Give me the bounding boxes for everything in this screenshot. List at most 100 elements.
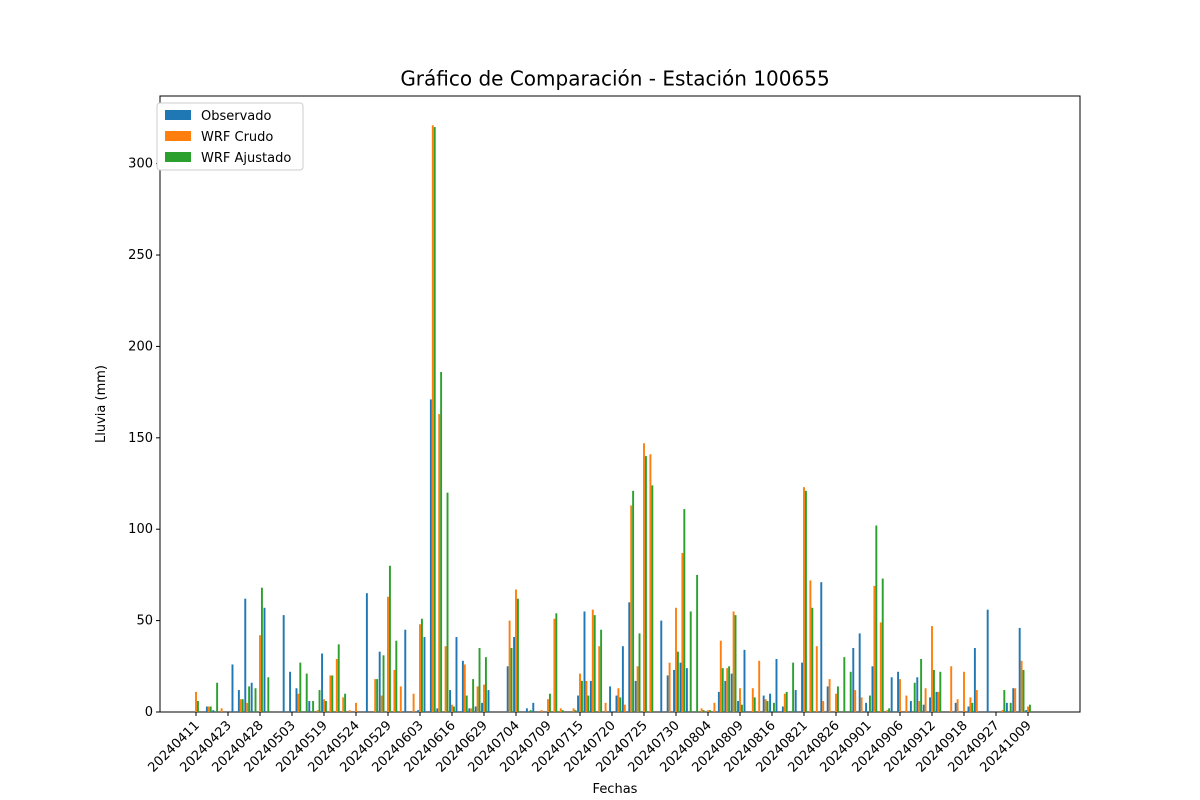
bar xyxy=(724,680,727,712)
bar xyxy=(417,710,420,712)
x-axis-label: Fechas xyxy=(593,782,638,797)
bar xyxy=(579,673,581,712)
bar xyxy=(316,710,319,712)
bar xyxy=(721,668,724,712)
bar xyxy=(937,691,940,712)
bar xyxy=(282,615,285,712)
bar xyxy=(758,660,761,712)
bar xyxy=(583,611,586,712)
bar xyxy=(393,669,396,712)
bar xyxy=(879,622,882,712)
bar xyxy=(600,629,603,712)
bar xyxy=(868,695,871,712)
bar xyxy=(452,706,455,712)
legend-label: WRF Crudo xyxy=(201,130,273,145)
bar xyxy=(478,648,481,712)
legend-label: Observado xyxy=(201,109,272,124)
bar xyxy=(815,646,818,712)
bar xyxy=(643,443,645,712)
bar xyxy=(388,565,391,712)
bar xyxy=(905,695,908,712)
bar xyxy=(871,666,874,712)
bar xyxy=(561,710,564,712)
bar xyxy=(803,487,805,712)
bar xyxy=(440,372,443,712)
bar xyxy=(585,680,588,712)
bar xyxy=(481,702,484,712)
bar xyxy=(913,682,916,712)
bar xyxy=(1028,704,1031,712)
bar xyxy=(196,701,199,712)
bar xyxy=(726,668,729,712)
bar xyxy=(676,651,679,712)
bar xyxy=(679,662,682,712)
bar xyxy=(451,704,453,712)
bar xyxy=(572,708,575,712)
bar xyxy=(515,589,517,712)
bar xyxy=(785,691,788,712)
bar xyxy=(630,505,633,712)
bar xyxy=(335,658,338,712)
bar xyxy=(843,657,846,712)
bar xyxy=(331,675,334,712)
bar xyxy=(295,688,298,712)
plot-frame xyxy=(159,95,1081,713)
bar xyxy=(929,697,932,712)
bar xyxy=(875,525,878,712)
bar xyxy=(801,662,804,712)
bar xyxy=(628,602,631,712)
y-axis-label: Lluvia (mm) xyxy=(94,365,109,443)
bar xyxy=(931,626,933,712)
bar xyxy=(399,686,402,712)
bar xyxy=(470,708,473,712)
bar xyxy=(483,684,485,712)
bar xyxy=(1027,706,1029,712)
bar xyxy=(574,710,577,712)
y-tick-label: 200 xyxy=(128,339,153,354)
bar xyxy=(239,699,242,712)
bar xyxy=(728,666,731,712)
bar xyxy=(822,701,825,712)
bar xyxy=(615,695,618,712)
bar xyxy=(323,699,325,712)
bar xyxy=(1020,660,1023,712)
bar xyxy=(649,454,652,712)
bar xyxy=(783,693,786,712)
bar xyxy=(762,695,765,712)
bar xyxy=(719,640,722,712)
bar xyxy=(804,490,807,712)
bar xyxy=(532,702,535,712)
bar xyxy=(374,679,377,712)
y-tick-label: 300 xyxy=(128,157,153,172)
bar xyxy=(700,708,703,712)
bar xyxy=(540,710,543,712)
bar xyxy=(299,662,302,712)
bar xyxy=(1025,710,1028,712)
bar xyxy=(1003,690,1006,712)
bar xyxy=(873,585,876,712)
bar xyxy=(730,673,733,712)
bar xyxy=(195,691,197,712)
bar xyxy=(465,695,468,712)
bar xyxy=(508,620,511,712)
bar xyxy=(751,688,754,712)
bar xyxy=(969,697,972,712)
bar xyxy=(433,127,436,713)
bar xyxy=(619,697,622,712)
bar xyxy=(476,686,479,712)
bar xyxy=(609,686,612,712)
bar xyxy=(404,629,407,712)
bar xyxy=(675,607,677,712)
bar xyxy=(660,620,663,712)
bar xyxy=(246,702,249,712)
bar xyxy=(559,708,562,712)
bar xyxy=(510,648,513,712)
bar xyxy=(387,596,389,712)
bar xyxy=(636,666,639,712)
bar xyxy=(858,633,861,712)
bar xyxy=(852,648,855,712)
bar xyxy=(423,637,426,712)
bar xyxy=(580,680,583,712)
bar xyxy=(419,624,421,712)
bar xyxy=(963,671,965,712)
